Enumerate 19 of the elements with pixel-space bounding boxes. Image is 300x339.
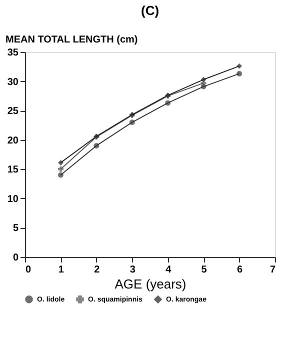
y-tick-label: 10: [7, 194, 19, 205]
x-tick-label: 0: [26, 264, 32, 276]
y-tick-label: 5: [12, 223, 19, 234]
y-axis-title: MEAN TOTAL LENGTH (cm): [6, 34, 138, 46]
x-tick-label: 4: [166, 264, 172, 276]
y-tick-label: 35: [7, 48, 19, 58]
chart-title: (C): [140, 3, 160, 18]
x-tick-label: 5: [201, 264, 208, 276]
y-tick-label: 30: [7, 76, 19, 88]
x-tick-label: 6: [237, 264, 244, 276]
x-axis-title: AGE (years): [114, 276, 186, 292]
x-tick-label: 2: [94, 264, 100, 276]
y-tick-label: 20: [7, 135, 19, 146]
y-tick-label: 25: [7, 106, 19, 118]
y-tick-label: 0: [12, 252, 19, 264]
x-tick-label: 7: [270, 264, 276, 276]
x-tick-label: 3: [130, 264, 136, 276]
y-tick-label: 15: [7, 164, 19, 176]
x-tick-label: 1: [58, 264, 64, 276]
